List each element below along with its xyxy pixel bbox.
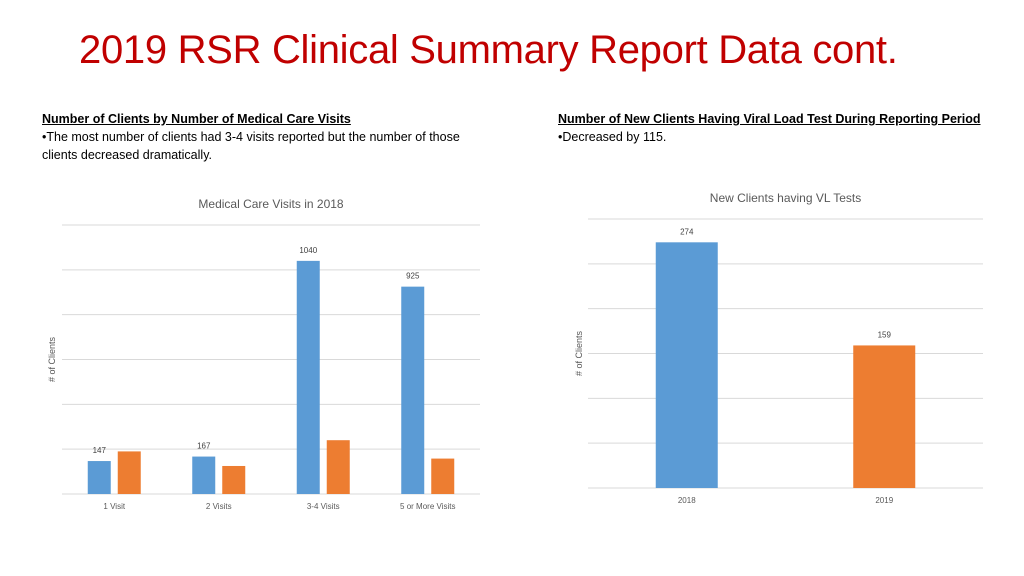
bar bbox=[117, 451, 141, 494]
right-text-block: Number of New Clients Having Viral Load … bbox=[558, 110, 1008, 146]
bar bbox=[431, 458, 455, 494]
chart-title: New Clients having VL Tests bbox=[710, 191, 861, 205]
left-heading: Number of Clients by Number of Medical C… bbox=[42, 112, 351, 126]
bar bbox=[87, 461, 111, 494]
data-label: 925 bbox=[406, 272, 420, 281]
x-tick-label: 3-4 Visits bbox=[307, 502, 340, 511]
data-label: 274 bbox=[680, 227, 694, 236]
x-tick-label: 1 Visit bbox=[103, 502, 125, 511]
x-tick-label: 2019 bbox=[875, 496, 893, 505]
bar bbox=[296, 260, 320, 494]
medical-care-visits-chart: Medical Care Visits in 2018 # of Clients 1… bbox=[47, 197, 480, 511]
slide-title: 2019 RSR Clinical Summary Report Data co… bbox=[79, 28, 898, 72]
x-tick-label: 5 or More Visits bbox=[400, 502, 455, 511]
data-label: 167 bbox=[197, 442, 211, 451]
right-heading: Number of New Clients Having Viral Load … bbox=[558, 112, 981, 126]
data-label: 159 bbox=[878, 330, 892, 339]
right-bullet: •Decreased by 115. bbox=[558, 130, 667, 144]
bar bbox=[401, 286, 425, 494]
bar bbox=[326, 440, 350, 494]
y-axis-label: # of Clients bbox=[574, 330, 584, 376]
data-label: 147 bbox=[93, 446, 107, 455]
vl-tests-chart: New Clients having VL Tests # of Clients 2… bbox=[574, 191, 983, 505]
data-label: 1040 bbox=[299, 246, 317, 255]
left-bullet: •The most number of clients had 3-4 visi… bbox=[42, 130, 460, 162]
bar bbox=[192, 456, 216, 494]
bar bbox=[853, 345, 916, 488]
x-tick-label: 2018 bbox=[678, 496, 696, 505]
left-text-block: Number of Clients by Number of Medical C… bbox=[42, 110, 487, 164]
chart-title: Medical Care Visits in 2018 bbox=[198, 197, 344, 211]
y-axis-label: # of Clients bbox=[47, 336, 57, 382]
bar bbox=[222, 465, 246, 494]
x-tick-label: 2 Visits bbox=[206, 502, 232, 511]
bar bbox=[655, 242, 718, 488]
